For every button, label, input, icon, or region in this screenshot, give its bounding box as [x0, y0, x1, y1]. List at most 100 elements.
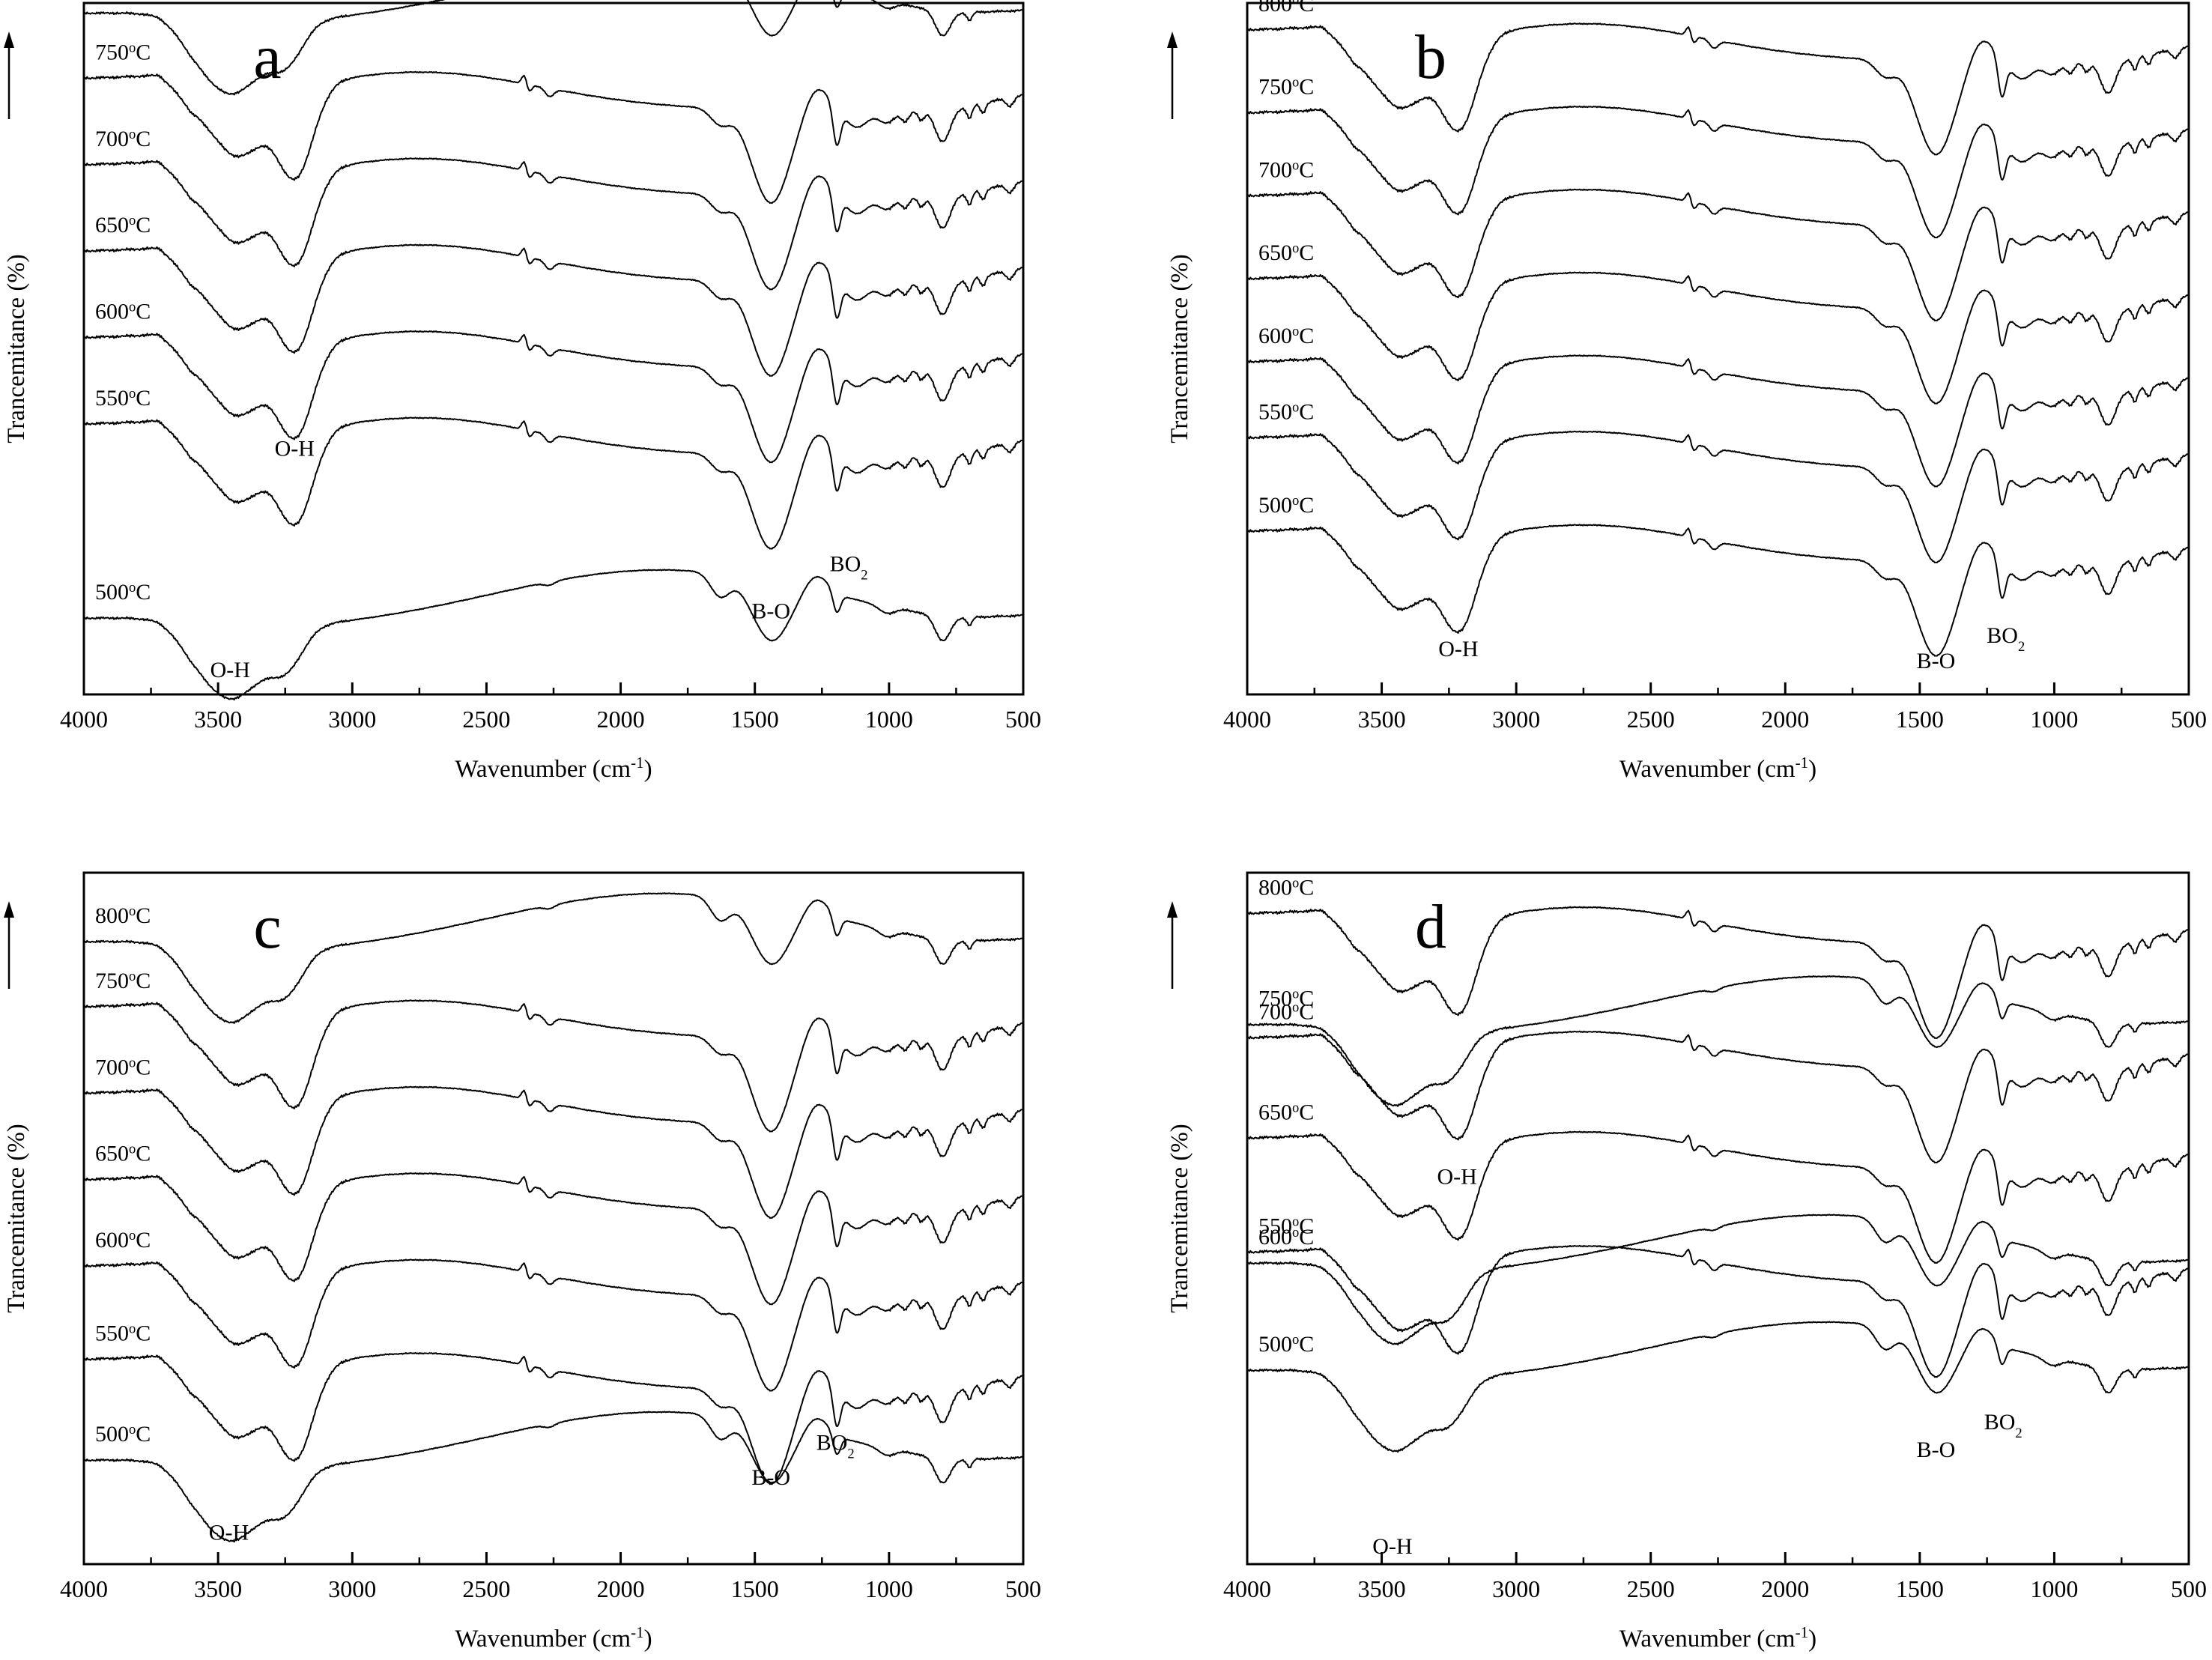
x-axis-title: Wavenumber (cm-1) — [455, 1623, 652, 1653]
x-tick-label: 500 — [1005, 706, 1041, 733]
spectrum-line-750 — [1246, 975, 2190, 1107]
plot-frame — [1246, 871, 2190, 1566]
x-tick-label: 500 — [2171, 706, 2207, 733]
x-tick-label: 4000 — [1223, 706, 1271, 733]
spectrum-line-700 — [83, 1085, 1024, 1219]
x-tick-label: 1500 — [731, 706, 779, 733]
x-tick-label: 500 — [2171, 1575, 2207, 1602]
spectrum-line-500 — [83, 1411, 1024, 1543]
band-annotation: BO2 — [1987, 623, 2025, 655]
series-label-550: 550oC — [95, 1321, 151, 1346]
spectrum-line-700 — [1246, 1030, 2190, 1164]
x-tick-label: 2000 — [597, 1575, 645, 1602]
x-tick-label: 3000 — [328, 1575, 376, 1602]
band-annotation: B-O — [1917, 1438, 1956, 1462]
spectrum-line-800 — [83, 0, 1024, 96]
x-tick-label: 2000 — [597, 706, 645, 733]
band-annotation: BO2 — [816, 1431, 855, 1462]
band-annotation: BO2 — [1984, 1410, 2022, 1441]
panel-letter: b — [1415, 22, 1446, 92]
x-tick-label: 1000 — [2030, 1575, 2078, 1602]
x-tick-label: 3500 — [194, 706, 242, 733]
band-annotation: B-O — [751, 1465, 790, 1490]
x-tick-label: 4000 — [60, 706, 108, 733]
series-label-700: 700oC — [95, 1055, 151, 1080]
x-tick-label: 4000 — [60, 1575, 108, 1602]
x-axis-title: Wavenumber (cm-1) — [455, 754, 652, 783]
spectrum-line-800 — [1246, 906, 2190, 1039]
band-annotation: B-O — [1917, 649, 1956, 673]
spectrum-line-600 — [83, 330, 1024, 464]
series-label-750: 750oC — [95, 968, 151, 993]
spectrum-line-750 — [83, 999, 1024, 1133]
y-axis-title: Trancemitance (%) — [3, 254, 30, 443]
series-label-700: 700oC — [1258, 999, 1314, 1025]
series-label-800: 800oC — [1258, 0, 1314, 16]
series-label-650: 650oC — [1258, 240, 1314, 266]
panel-letter: a — [253, 22, 281, 92]
x-tick-label: 1000 — [2030, 706, 2078, 733]
x-tick-label: 2500 — [1627, 1575, 1675, 1602]
y-axis-arrowhead — [1167, 31, 1178, 48]
spectrum-line-800 — [1246, 22, 2190, 156]
y-axis-arrowhead — [1167, 901, 1178, 918]
spectrum-line-600 — [1246, 354, 2190, 488]
x-tick-label: 2500 — [1627, 706, 1675, 733]
x-tick-label: 1500 — [731, 1575, 779, 1602]
panel-d: 4000 3500 3000 2500 2000 1500 1000 500 Wavenumbe… — [1166, 871, 2207, 1653]
spectrum-line-550 — [83, 1351, 1024, 1485]
band-annotation: BO2 — [830, 552, 868, 584]
x-tick-label: 1000 — [865, 1575, 913, 1602]
panel-letter: c — [253, 892, 281, 962]
spectrum-line-650 — [1246, 1130, 2190, 1264]
spectrum-line-500 — [1246, 1321, 2190, 1453]
y-axis-title: Trancemitance (%) — [1166, 1124, 1193, 1313]
x-tick-label: 1500 — [1896, 706, 1944, 733]
series-label-800: 800oC — [1258, 875, 1314, 900]
panel-letter: d — [1415, 892, 1446, 962]
series-label-750: 750oC — [1258, 74, 1314, 99]
spectrum-line-700 — [1246, 188, 2190, 322]
spectrum-line-550 — [83, 416, 1024, 550]
spectrum-line-700 — [83, 157, 1024, 291]
plot-frame — [82, 871, 1025, 1566]
band-annotation: O-H — [210, 658, 250, 682]
series-label-500: 500oC — [1258, 1332, 1314, 1357]
series-label-500: 500oC — [95, 580, 151, 605]
series-label-700: 700oC — [95, 126, 151, 151]
spectrum-line-600 — [83, 1258, 1024, 1392]
series-label-500: 500oC — [1258, 493, 1314, 518]
plot-frame — [82, 1, 1025, 696]
panel-b: 4000 3500 3000 2500 2000 1500 1000 500 Wavenumbe… — [1166, 0, 2207, 783]
band-annotation: O-H — [275, 437, 315, 461]
series-label-600: 600oC — [1258, 1225, 1314, 1250]
x-tick-label: 3500 — [1358, 1575, 1406, 1602]
band-annotation: O-H — [1372, 1534, 1412, 1559]
series-label-600: 600oC — [95, 299, 151, 324]
x-tick-label: 1000 — [865, 706, 913, 733]
x-axis-title: Wavenumber (cm-1) — [1619, 754, 1816, 783]
x-tick-label: 3000 — [1492, 1575, 1540, 1602]
band-annotation: B-O — [751, 599, 790, 623]
spectrum-line-500 — [83, 569, 1024, 701]
x-tick-label: 3500 — [194, 1575, 242, 1602]
series-label-650: 650oC — [95, 1141, 151, 1166]
series-label-550: 550oC — [1258, 1214, 1314, 1239]
x-axis-title: Wavenumber (cm-1) — [1619, 1623, 1816, 1653]
x-tick-label: 1500 — [1896, 1575, 1944, 1602]
spectrum-line-550 — [1246, 430, 2190, 564]
series-label-650: 650oC — [1258, 1100, 1314, 1125]
panel-a: 4000 3500 3000 2500 2000 1500 1000 500 Wavenumbe… — [3, 0, 1041, 783]
spectrum-line-550 — [1246, 1244, 2190, 1378]
series-label-750: 750oC — [1258, 986, 1314, 1011]
spectrum-line-650 — [83, 1172, 1024, 1306]
spectrum-line-750 — [83, 70, 1024, 205]
x-tick-label: 4000 — [1223, 1575, 1271, 1602]
y-axis-arrowhead — [4, 31, 14, 48]
x-tick-label: 2000 — [1761, 1575, 1809, 1602]
spectrum-line-800 — [83, 892, 1024, 1024]
spectrum-line-600 — [1246, 1214, 2190, 1346]
series-label-550: 550oC — [95, 385, 151, 411]
series-label-500: 500oC — [95, 1422, 151, 1447]
